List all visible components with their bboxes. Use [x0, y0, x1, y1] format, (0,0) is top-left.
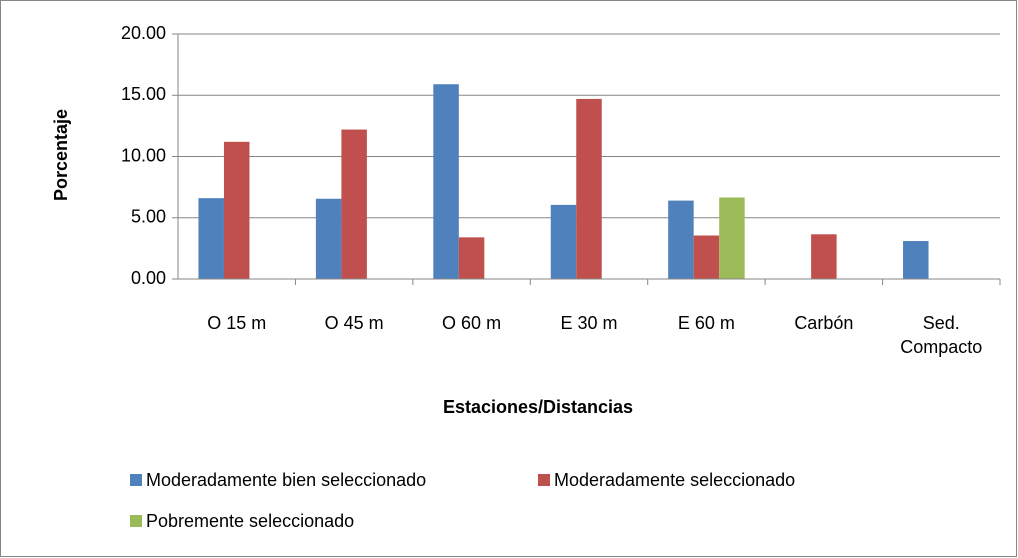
- bar: [693, 235, 720, 279]
- x-tick-label: Carbón: [794, 313, 854, 333]
- y-tick-label: 15.00: [121, 84, 166, 104]
- legend-swatch: [538, 474, 550, 486]
- bar: [433, 84, 459, 279]
- legend-item: Moderadamente seleccionado: [538, 468, 795, 492]
- bar: [811, 234, 837, 279]
- bar: [719, 197, 745, 279]
- bar: [668, 200, 694, 279]
- legend-item: Pobremente seleccionado: [130, 509, 354, 533]
- y-tick-label: 0.00: [131, 268, 166, 288]
- bar: [198, 198, 224, 279]
- legend-label: Pobremente seleccionado: [146, 510, 355, 531]
- bar: [458, 237, 485, 279]
- x-axis-title: Estaciones/Distancias: [443, 397, 633, 417]
- x-tick-label: E 60 m: [677, 313, 735, 333]
- x-tick-label: O 45 m: [324, 313, 384, 333]
- bar: [550, 204, 577, 279]
- bar: [223, 141, 250, 279]
- bar: [576, 98, 602, 279]
- bar: [903, 241, 929, 279]
- legend-swatch: [130, 474, 142, 486]
- legend-swatch: [130, 515, 142, 527]
- legend-label: Moderadamente seleccionado: [554, 469, 796, 490]
- legend-item: Moderadamente bien seleccionado: [130, 468, 426, 492]
- y-tick-label: 5.00: [131, 207, 166, 227]
- x-tick-label: E 30 m: [560, 313, 618, 333]
- legend-label: Moderadamente bien seleccionado: [146, 469, 427, 490]
- bar: [341, 129, 367, 279]
- bar: [315, 198, 342, 279]
- y-tick-label: 10.00: [121, 145, 166, 165]
- x-tick-label: O 60 m: [442, 313, 502, 333]
- y-axis-title: Porcentaje: [51, 109, 71, 201]
- x-tick-label: O 15 m: [207, 313, 267, 333]
- x-tick-label: Sed. Compacto: [900, 313, 983, 357]
- y-tick-label: 20.00: [121, 23, 166, 43]
